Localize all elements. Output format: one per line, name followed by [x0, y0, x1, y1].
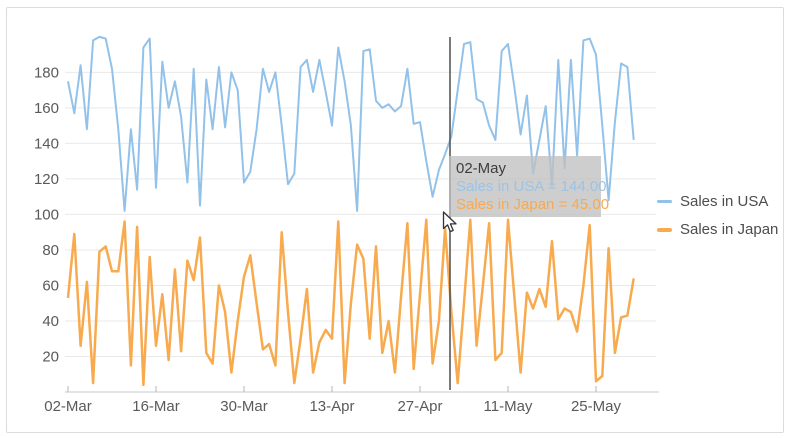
legend-label-japan: Sales in Japan [680, 221, 779, 238]
y-axis-label: 120 [34, 171, 59, 188]
y-axis-label: 160 [34, 100, 59, 117]
y-axis-label: 80 [42, 242, 59, 259]
x-axis-label: 11-May [484, 398, 533, 415]
legend-item-sales-in-japan[interactable]: Sales in Japan [657, 221, 778, 238]
x-axis-label: 16-Mar [132, 398, 180, 415]
series-line-sales-in-usa[interactable] [67, 35, 635, 212]
x-axis-label: 13-Apr [309, 398, 354, 415]
y-axis-label: 40 [42, 313, 59, 330]
tooltip-japan-value: Sales in Japan = 45.00 [456, 196, 610, 213]
y-axis-label: 60 [42, 277, 59, 294]
japan-series-marker-icon [657, 227, 672, 232]
legend-item-sales-in-usa[interactable]: Sales in USA [657, 193, 778, 210]
y-axis-label: 140 [34, 135, 59, 152]
crosshair-tooltip: 02-May Sales in USA = 144.00 Sales in Ja… [449, 156, 610, 217]
tooltip-date-title: 02-May [456, 160, 507, 177]
x-axis-label: 30-Mar [220, 398, 268, 415]
legend-label-usa: Sales in USA [680, 193, 769, 210]
tooltip-usa-value: Sales in USA = 144.00 [456, 178, 607, 195]
x-axis-label: 27-Apr [397, 398, 442, 415]
series-line-sales-in-japan[interactable] [66, 218, 635, 387]
y-axis-label: 100 [34, 206, 59, 223]
y-axis-label: 180 [34, 64, 59, 81]
chart-legend: Sales in USA Sales in Japan [657, 193, 778, 249]
usa-series-marker-icon [657, 200, 672, 203]
y-axis-label: 20 [42, 348, 59, 365]
x-axis-label: 02-Mar [44, 398, 92, 415]
mouse-pointer-icon [442, 211, 457, 233]
x-axis-label: 25-May [571, 398, 622, 415]
